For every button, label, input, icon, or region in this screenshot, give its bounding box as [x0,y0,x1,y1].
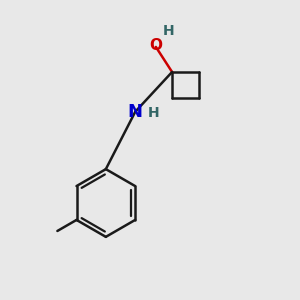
Text: H: H [162,24,174,38]
Text: H: H [148,106,159,120]
Text: N: N [128,103,143,121]
Text: O: O [149,38,162,53]
